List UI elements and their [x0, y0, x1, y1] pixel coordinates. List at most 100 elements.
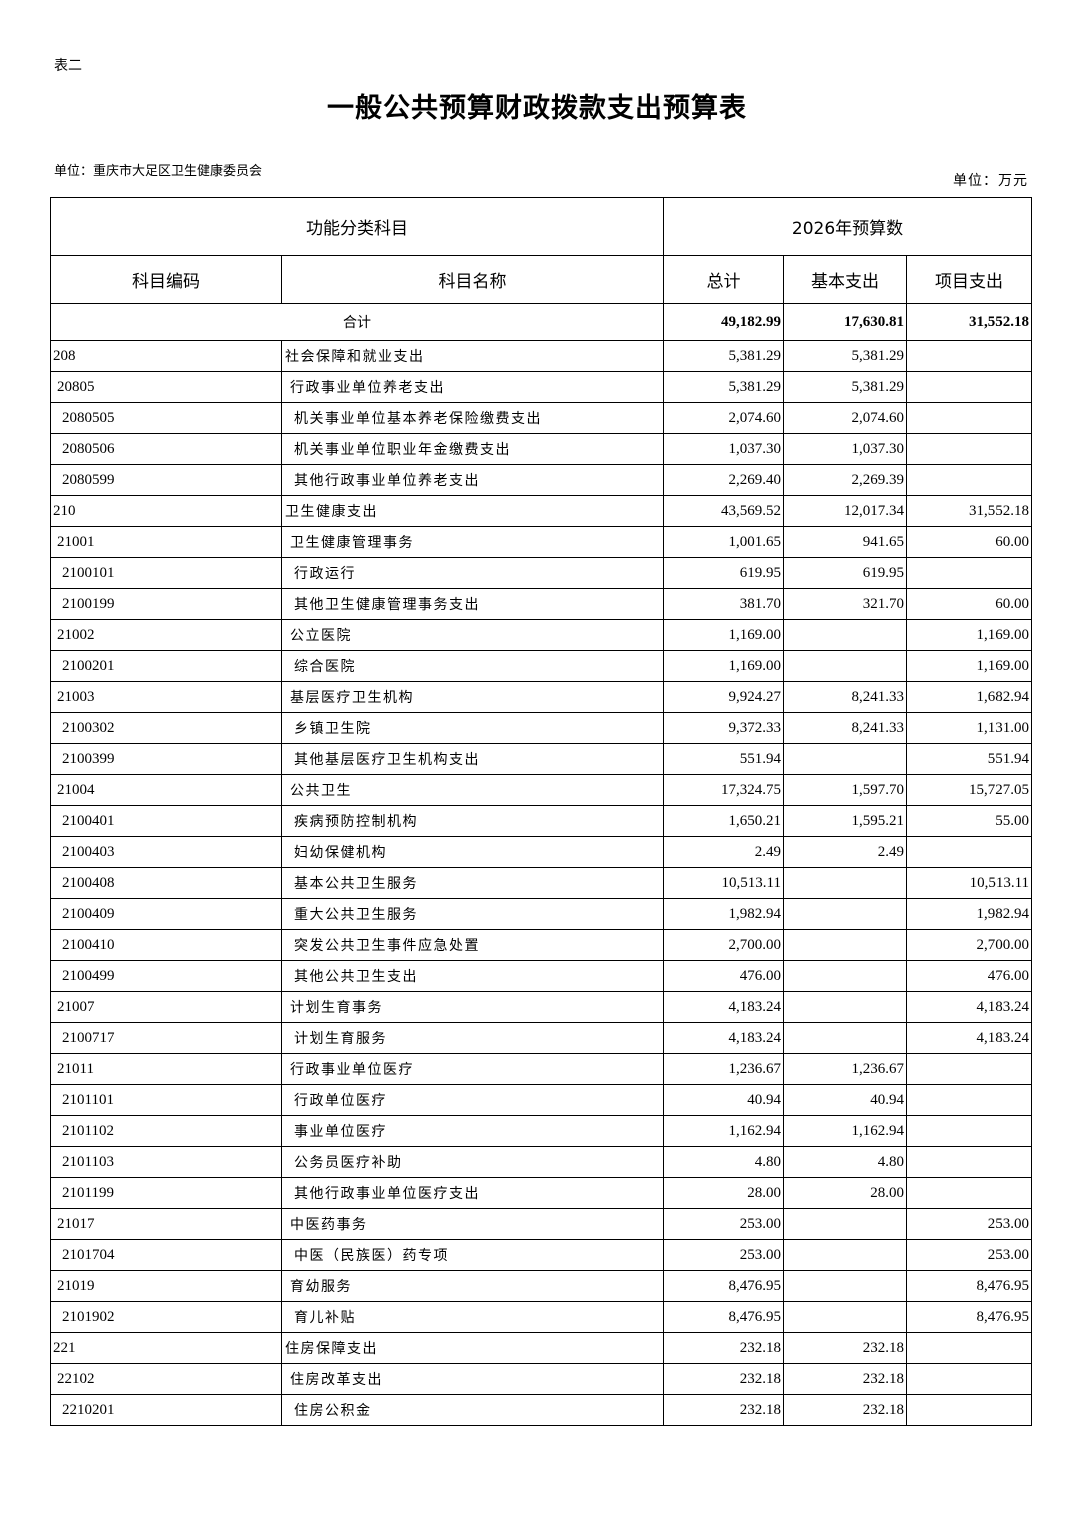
row-basic: 1,597.70 [783, 774, 907, 806]
row-basic [783, 619, 907, 651]
row-basic [783, 1301, 907, 1333]
row-project [905, 1177, 1033, 1209]
table-row: 2101704 中医（民族医）药专项 253.00 253.00 [50, 1239, 1033, 1271]
row-name: 其他公共卫生支出 [281, 960, 664, 992]
total-row: 合计 49,182.99 17,630.81 31,552.18 [50, 303, 1033, 341]
row-project: 55.00 [905, 805, 1033, 837]
row-code: 2101199 [50, 1177, 282, 1209]
row-name: 行政单位医疗 [281, 1084, 664, 1116]
row-code: 21001 [50, 526, 282, 558]
header-name: 科目名称 [281, 255, 664, 304]
row-code: 21007 [50, 991, 282, 1023]
row-basic: 1,037.30 [783, 433, 907, 465]
row-basic: 8,241.33 [783, 712, 907, 744]
table-row: 2100302 乡镇卫生院 9,372.33 8,241.33 1,131.00 [50, 712, 1033, 744]
table-row: 22102 住房改革支出 232.18 232.18 [50, 1363, 1033, 1395]
row-code: 21011 [50, 1053, 282, 1085]
table-row: 208 社会保障和就业支出 5,381.29 5,381.29 [50, 340, 1033, 372]
row-basic [783, 1270, 907, 1302]
row-total: 476.00 [663, 960, 784, 992]
row-project [905, 1146, 1033, 1178]
row-basic: 232.18 [783, 1363, 907, 1395]
row-name: 育幼服务 [281, 1270, 664, 1302]
row-basic [783, 1239, 907, 1271]
row-code: 2080599 [50, 464, 282, 496]
row-name: 基层医疗卫生机构 [281, 681, 664, 713]
row-total: 232.18 [663, 1363, 784, 1395]
table-row: 2100399 其他基层医疗卫生机构支出 551.94 551.94 [50, 743, 1033, 775]
row-code: 2100201 [50, 650, 282, 682]
row-code: 21003 [50, 681, 282, 713]
row-project: 476.00 [905, 960, 1033, 992]
row-name: 卫生健康管理事务 [281, 526, 664, 558]
row-total: 28.00 [663, 1177, 784, 1209]
row-code: 2100408 [50, 867, 282, 899]
total-total: 49,182.99 [663, 303, 784, 341]
row-total: 619.95 [663, 557, 784, 589]
table-row: 2100410 突发公共卫生事件应急处置 2,700.00 2,700.00 [50, 929, 1033, 961]
row-name: 中医（民族医）药专项 [281, 1239, 664, 1271]
row-basic: 28.00 [783, 1177, 907, 1209]
row-name: 机关事业单位基本养老保险缴费支出 [281, 402, 664, 434]
row-basic: 5,381.29 [783, 371, 907, 403]
row-name: 行政事业单位医疗 [281, 1053, 664, 1085]
row-code: 2101902 [50, 1301, 282, 1333]
row-total: 5,381.29 [663, 340, 784, 372]
row-code: 2100399 [50, 743, 282, 775]
row-name: 住房公积金 [281, 1394, 664, 1426]
row-name: 重大公共卫生服务 [281, 898, 664, 930]
row-basic [783, 1022, 907, 1054]
row-basic: 232.18 [783, 1332, 907, 1364]
table-tag: 表二 [54, 58, 82, 74]
row-basic: 8,241.33 [783, 681, 907, 713]
table-row: 2101101 行政单位医疗 40.94 40.94 [50, 1084, 1033, 1116]
row-name: 计划生育服务 [281, 1022, 664, 1054]
table-row: 21011 行政事业单位医疗 1,236.67 1,236.67 [50, 1053, 1033, 1085]
unit-currency: 单位：万元 [953, 173, 1028, 189]
table-row: 21019 育幼服务 8,476.95 8,476.95 [50, 1270, 1033, 1302]
row-total: 9,372.33 [663, 712, 784, 744]
row-basic: 232.18 [783, 1394, 907, 1426]
row-project: 1,169.00 [905, 650, 1033, 682]
row-code: 21019 [50, 1270, 282, 1302]
table-row: 2101103 公务员医疗补助 4.80 4.80 [50, 1146, 1033, 1178]
table-row: 2100408 基本公共卫生服务 10,513.11 10,513.11 [50, 867, 1033, 899]
row-project: 253.00 [905, 1208, 1033, 1240]
total-basic: 17,630.81 [783, 303, 907, 341]
row-total: 2,700.00 [663, 929, 784, 961]
table-row: 2101102 事业单位医疗 1,162.94 1,162.94 [50, 1115, 1033, 1147]
row-total: 253.00 [663, 1208, 784, 1240]
row-name: 行政事业单位养老支出 [281, 371, 664, 403]
row-code: 2100409 [50, 898, 282, 930]
row-project: 4,183.24 [905, 991, 1033, 1023]
row-total: 9,924.27 [663, 681, 784, 713]
row-project: 15,727.05 [905, 774, 1033, 806]
row-basic: 1,595.21 [783, 805, 907, 837]
row-total: 1,982.94 [663, 898, 784, 930]
row-project [905, 1394, 1033, 1426]
row-name: 其他行政事业单位养老支出 [281, 464, 664, 496]
row-project: 4,183.24 [905, 1022, 1033, 1054]
row-name: 其他卫生健康管理事务支出 [281, 588, 664, 620]
row-total: 5,381.29 [663, 371, 784, 403]
row-total: 4.80 [663, 1146, 784, 1178]
page-title: 一般公共预算财政拨款支出预算表 [327, 93, 747, 124]
row-total: 1,162.94 [663, 1115, 784, 1147]
row-total: 1,236.67 [663, 1053, 784, 1085]
row-project: 1,982.94 [905, 898, 1033, 930]
row-project: 8,476.95 [905, 1301, 1033, 1333]
row-project [905, 1053, 1033, 1085]
row-project: 253.00 [905, 1239, 1033, 1271]
row-name: 公立医院 [281, 619, 664, 651]
table-row: 2100717 计划生育服务 4,183.24 4,183.24 [50, 1022, 1033, 1054]
row-project: 2,700.00 [905, 929, 1033, 961]
row-basic: 1,162.94 [783, 1115, 907, 1147]
row-project [905, 557, 1033, 589]
table-row: 21004 公共卫生 17,324.75 1,597.70 15,727.05 [50, 774, 1033, 806]
row-basic [783, 929, 907, 961]
row-project: 60.00 [905, 588, 1033, 620]
row-name: 基本公共卫生服务 [281, 867, 664, 899]
row-code: 2100410 [50, 929, 282, 961]
row-basic: 2,074.60 [783, 402, 907, 434]
row-total: 2,269.40 [663, 464, 784, 496]
